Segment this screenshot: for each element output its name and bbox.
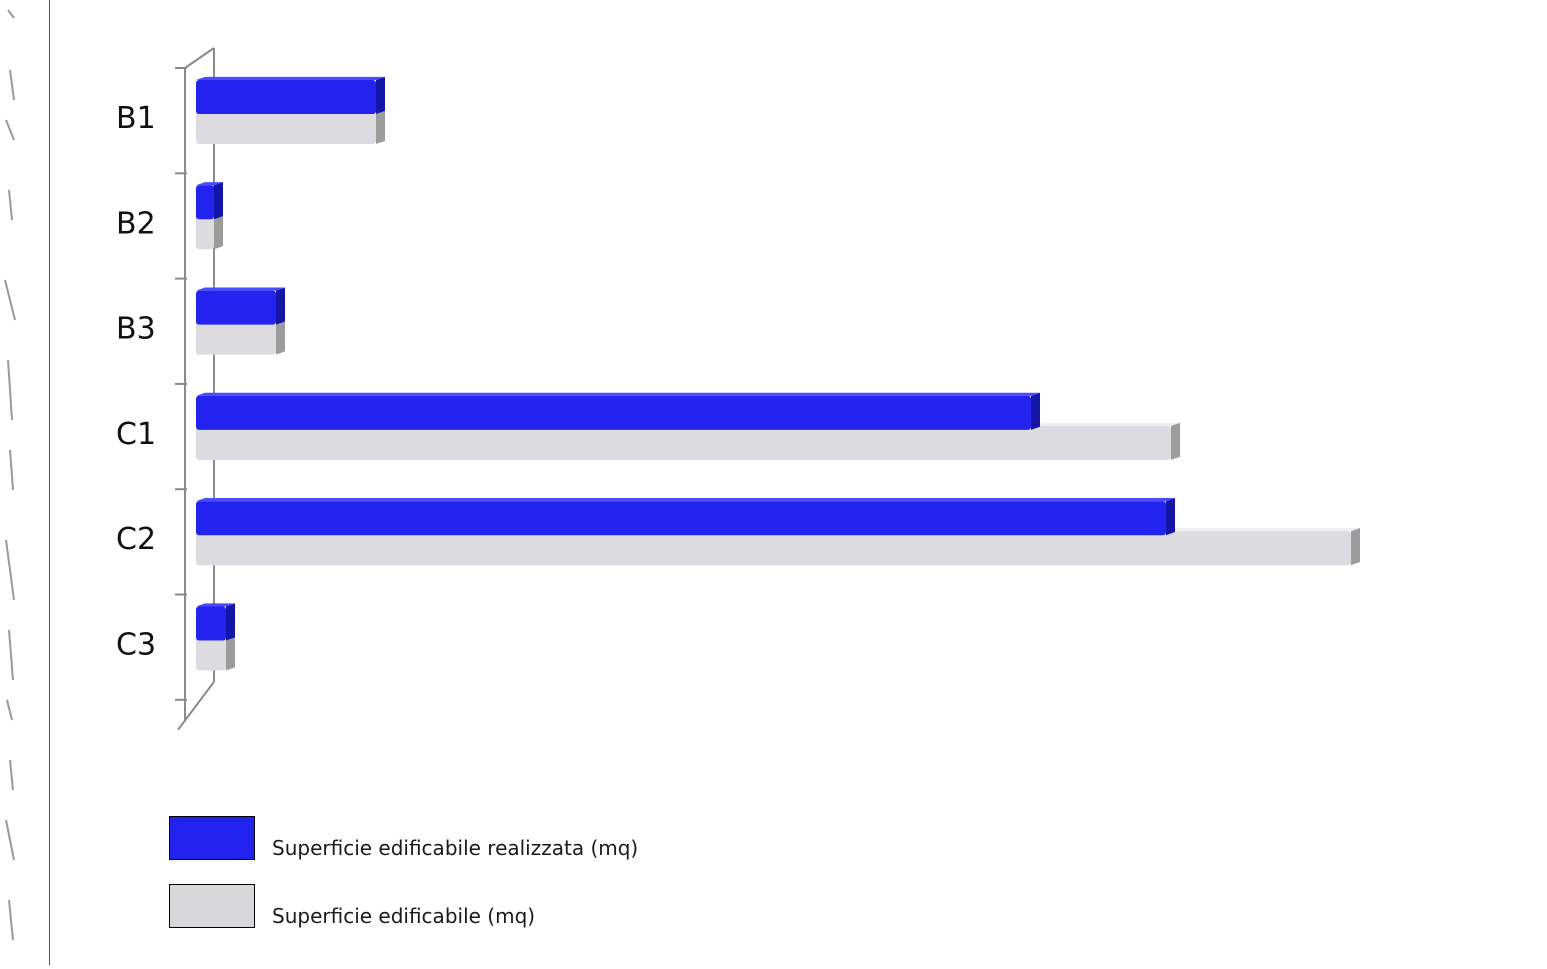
bar-C3-superficie-side xyxy=(226,633,235,671)
legend-label-series-1: Superficie edificabile realizzata (mq) xyxy=(272,836,639,860)
bar-B3-realizzata-side xyxy=(276,287,285,325)
bar-C3-realizzata-top xyxy=(196,603,235,607)
bar-B1-realizzata-top xyxy=(196,76,385,80)
scanned-margin-strip xyxy=(0,0,46,965)
bar-C2-superficie-side xyxy=(1351,528,1360,566)
legend-swatch-series-2 xyxy=(169,884,255,928)
category-label-B1: B1 xyxy=(116,101,156,136)
bar-C1-superficie-side xyxy=(1171,422,1180,460)
category-axis xyxy=(175,47,215,731)
bar-C1-superficie-front xyxy=(196,425,1171,460)
bar-C1-realizzata-side xyxy=(1031,392,1040,430)
axis-top-connector xyxy=(184,47,215,69)
bar-B3-superficie-front xyxy=(196,320,276,355)
bar-B1-superficie-front xyxy=(196,110,376,144)
bar-C3-superficie-front xyxy=(196,636,226,671)
bar-B2-realizzata xyxy=(196,182,223,220)
bar-C2-realizzata-top xyxy=(196,498,1175,502)
category-labels: B1 B2 B3 C1 C2 C3 xyxy=(116,101,156,663)
bar-B2-realizzata-front xyxy=(196,185,214,220)
bar-C1-realizzata-top xyxy=(196,392,1040,396)
bar-B2-realizzata-top xyxy=(196,182,223,186)
bar-C1-realizzata-front xyxy=(196,395,1031,430)
category-label-B3: B3 xyxy=(116,312,156,347)
bar-B3-superficie-side xyxy=(276,317,285,355)
legend-swatch-series-1 xyxy=(169,816,255,860)
legend-label-series-2: Superficie edificabile (mq) xyxy=(272,904,536,928)
left-margin-rule xyxy=(49,0,50,965)
bar-chart: B1 B2 B3 C1 C2 C3 xyxy=(116,47,1360,731)
bar-B3-realizzata xyxy=(196,287,285,325)
bar-B3-realizzata-top xyxy=(196,287,285,291)
bar-B1-realizzata-side xyxy=(376,76,385,114)
bar-B3-realizzata-front xyxy=(196,290,276,325)
bar-B1-realizzata-front xyxy=(196,80,376,114)
bar-B2-superficie-front xyxy=(196,215,214,250)
bar-C2-realizzata-side xyxy=(1166,498,1175,536)
bar-C2-realizzata xyxy=(196,498,1175,536)
bar-B1-superficie-side xyxy=(376,106,385,144)
category-label-C1: C1 xyxy=(116,417,156,452)
category-label-C2: C2 xyxy=(116,522,156,557)
axis-bottom-connector xyxy=(177,681,215,731)
bar-C2-realizzata-front xyxy=(196,501,1166,536)
bars-layer xyxy=(196,76,1360,671)
bar-B1-realizzata xyxy=(196,76,385,114)
bar-B2-realizzata-side xyxy=(214,182,223,220)
bar-C3-realizzata xyxy=(196,603,235,641)
category-label-C3: C3 xyxy=(116,628,156,663)
bar-C1-realizzata xyxy=(196,392,1040,430)
category-label-B2: B2 xyxy=(116,206,156,241)
bar-C3-realizzata-front xyxy=(196,606,226,641)
margin-marks xyxy=(4,9,16,941)
bar-C3-realizzata-side xyxy=(226,603,235,641)
bar-C2-superficie-front xyxy=(196,531,1351,566)
bar-B2-superficie-side xyxy=(214,212,223,250)
